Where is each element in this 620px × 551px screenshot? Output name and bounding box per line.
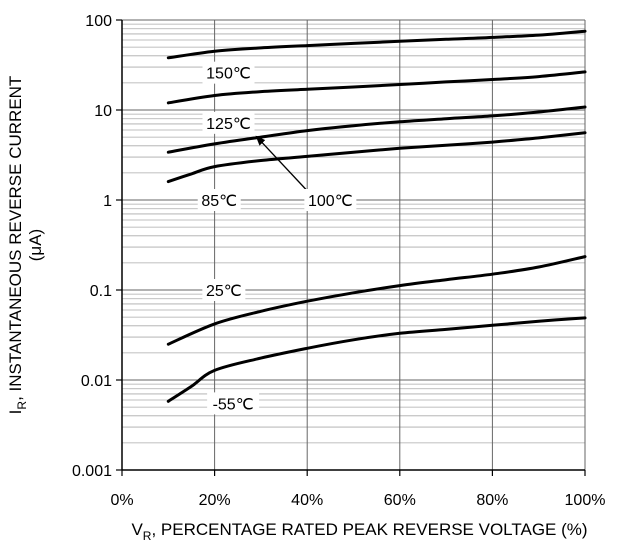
series-line-2 (166, 105, 587, 154)
x-tick-label: 80% (476, 492, 508, 509)
tick-labels: 100 10 1 0.1 0.01 0.001 0% 20% 40% 60% 80% 100% (72, 13, 606, 509)
x-tick-label: 60% (384, 492, 416, 509)
series-line-5 (166, 316, 587, 403)
x-tick-label: 100% (565, 492, 606, 509)
x-tick-label: 20% (199, 492, 231, 509)
axes (116, 19, 586, 476)
y-tick-label: 100 (85, 13, 112, 30)
y-axis-title: IR, INSTANTANEOUS REVERSE CURRENT (μA) (6, 76, 45, 415)
curve-label-box (304, 189, 357, 211)
x-tick-label: 40% (291, 492, 323, 509)
curve-label-1: 125℃ (206, 116, 251, 133)
curve-label-0: 150℃ (206, 66, 251, 83)
curve-label-2: 100℃ (308, 193, 353, 210)
curve-label-box (202, 61, 255, 84)
curve-label-3: 85℃ (201, 193, 237, 210)
curve-labels: 150℃ 125℃ 100℃ 85℃ 25℃ -55℃ (197, 61, 357, 415)
annotation-arrow (255, 135, 309, 193)
y-tick-label: 0.001 (72, 463, 112, 480)
curve-label-box (202, 111, 255, 134)
series-line-4 (166, 255, 587, 346)
curve-label-5: -55℃ (213, 396, 254, 413)
y-tick-label: 0.1 (90, 283, 112, 300)
y-tick-label: 0.01 (81, 373, 112, 390)
y-axis-title-line2: (μA) (26, 229, 45, 261)
series-line-0 (166, 29, 587, 60)
y-tick-label: 1 (103, 193, 112, 210)
series-line-1 (166, 70, 587, 105)
series-lines (166, 29, 587, 403)
curve-label-box (197, 189, 241, 211)
curve-label-4: 25℃ (206, 283, 242, 300)
x-axis-title: VR, PERCENTAGE RATED PEAK REVERSE VOLTAG… (131, 520, 587, 543)
curve-label-box (202, 279, 246, 301)
axis-titles: VR, PERCENTAGE RATED PEAK REVERSE VOLTAG… (6, 76, 588, 543)
curve-label-box (207, 392, 260, 415)
x-tick-label: 0% (110, 492, 133, 509)
series-line-3 (166, 131, 587, 184)
y-axis-title-line1: IR, INSTANTANEOUS REVERSE CURRENT (6, 76, 29, 415)
y-tick-label: 10 (94, 103, 112, 120)
